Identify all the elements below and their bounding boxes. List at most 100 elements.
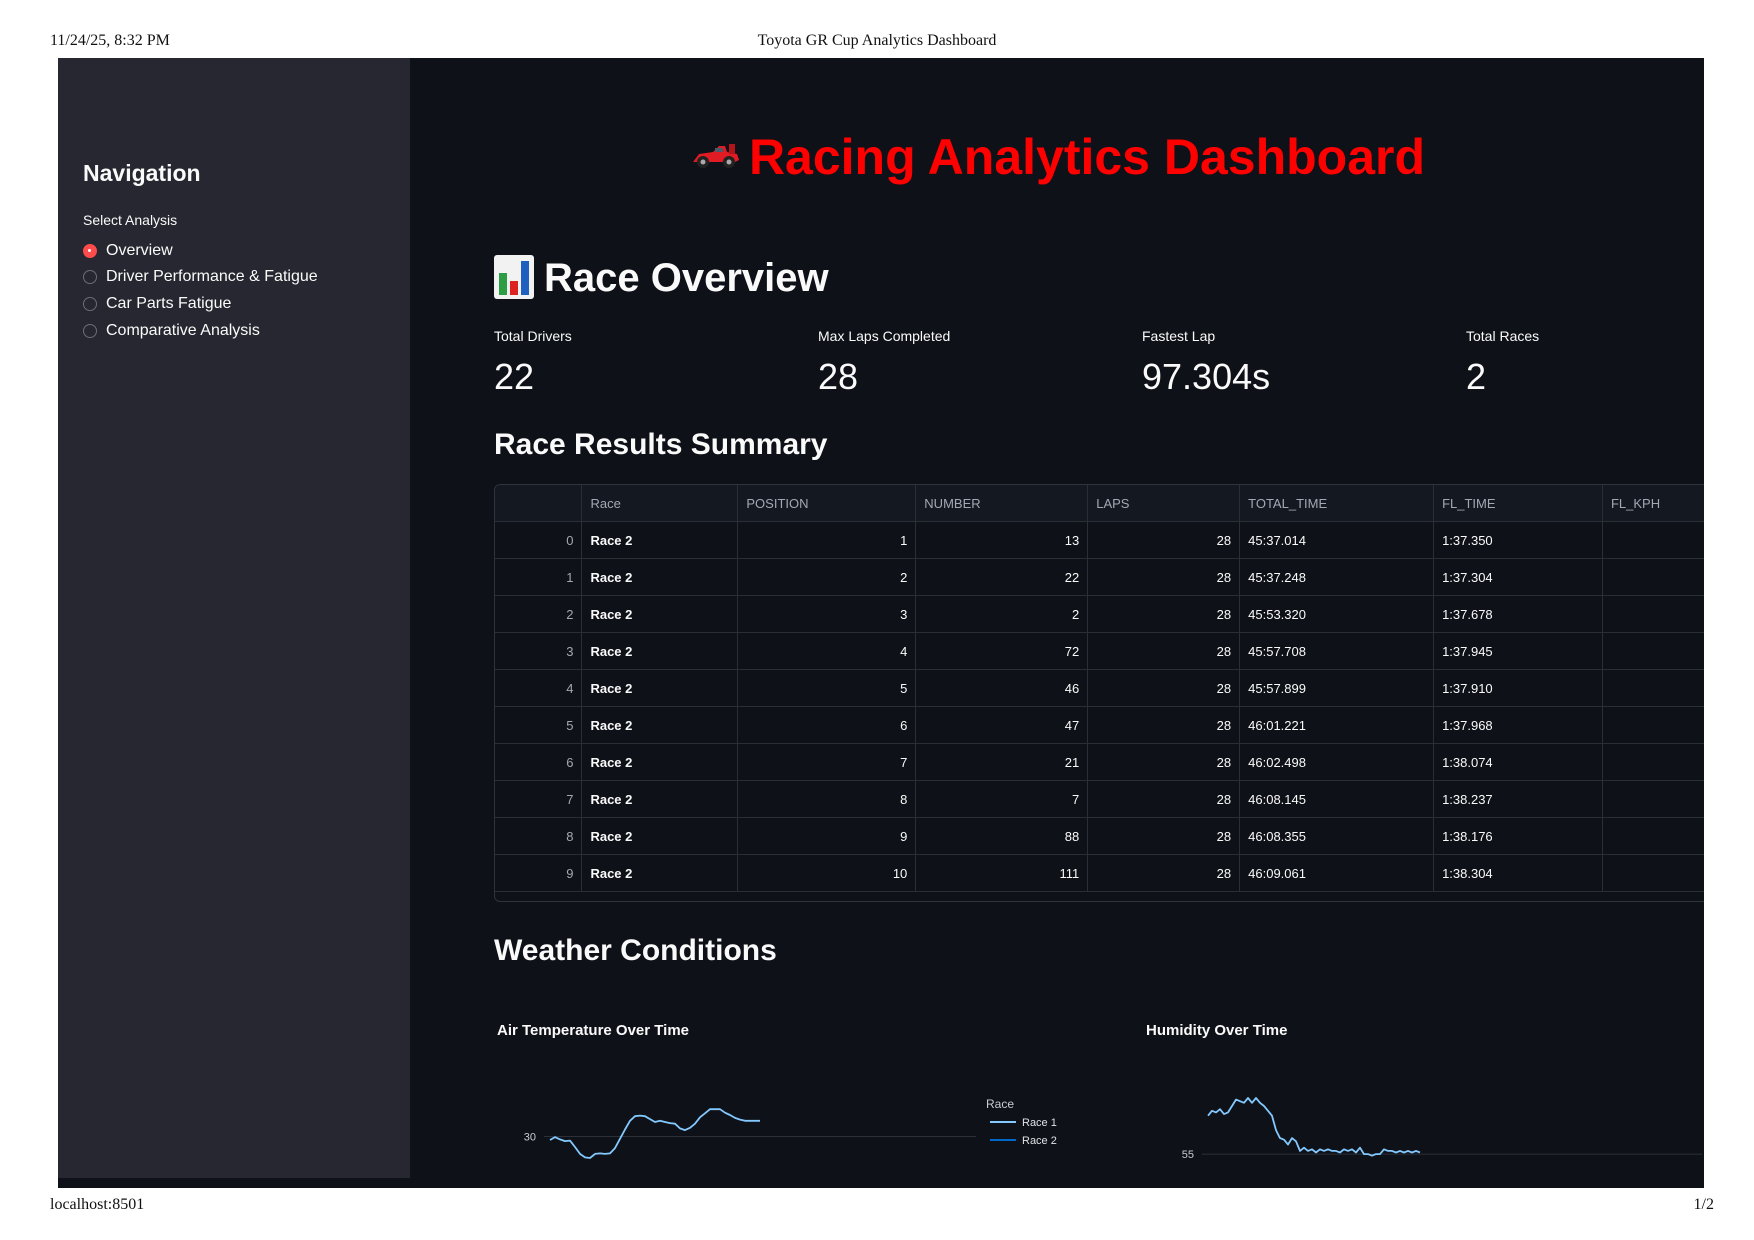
print-url: localhost:8501 [50, 1196, 145, 1213]
table-cell: 2 [737, 558, 917, 596]
table-row[interactable]: 6 Race 2 7 21 28 46:02.498 1:38.074 [495, 743, 1704, 781]
table-cell: 9 [495, 854, 583, 892]
section-title-weather: Weather Conditions [494, 934, 777, 967]
column-header[interactable] [495, 485, 583, 522]
table-cell: Race 2 [581, 817, 739, 855]
column-header[interactable]: FL_TIME [1433, 485, 1603, 522]
table-cell: 6 [737, 706, 917, 744]
table-cell: 1:37.350 [1433, 521, 1603, 559]
table-cell: 1:38.237 [1433, 780, 1603, 818]
table-cell: 10 [737, 854, 917, 892]
radio-selected-icon [83, 244, 97, 258]
table-cell: 1:37.968 [1433, 706, 1603, 744]
table-cell: 1 [495, 558, 583, 596]
column-header[interactable]: LAPS [1087, 485, 1241, 522]
radio-label: Overview [106, 242, 173, 259]
column-header[interactable]: FL_KPH [1602, 485, 1704, 522]
table-row[interactable]: 5 Race 2 6 47 28 46:01.221 1:37.968 [495, 706, 1704, 744]
metric-label: Total Drivers [494, 328, 572, 344]
table-cell: 45:37.248 [1239, 558, 1435, 596]
column-header[interactable]: POSITION [737, 485, 917, 522]
table-cell: 45:57.708 [1239, 632, 1435, 670]
table-cell: 47 [915, 706, 1089, 744]
table-cell: 28 [1087, 669, 1241, 707]
table-cell: 1:38.074 [1433, 743, 1603, 781]
table-cell [1602, 669, 1704, 707]
table-row[interactable]: 1 Race 2 2 22 28 45:37.248 1:37.304 [495, 558, 1704, 596]
table-row[interactable]: 0 Race 2 1 13 28 45:37.014 1:37.350 [495, 521, 1704, 559]
metric-label: Total Races [1466, 328, 1540, 344]
column-header[interactable]: TOTAL_TIME [1239, 485, 1435, 522]
table-cell: 28 [1087, 521, 1241, 559]
race-car-icon [689, 140, 741, 175]
page-title: Racing Analytics Dashboard [748, 129, 1426, 185]
air-temperature-chart[interactable]: 30 Race Race 1 Race 2 [494, 1078, 1064, 1188]
radio-driver-performance[interactable]: Driver Performance & Fatigue [83, 266, 318, 288]
table-cell: Race 2 [581, 780, 739, 818]
table-cell: 72 [915, 632, 1089, 670]
section-title-results: Race Results Summary [494, 428, 828, 461]
table-cell: Race 2 [581, 558, 739, 596]
table-cell [1602, 780, 1704, 818]
table-cell: 13 [915, 521, 1089, 559]
table-cell: 2 [495, 595, 583, 633]
table-cell: 46:09.061 [1239, 854, 1435, 892]
table-cell: 1:38.176 [1433, 817, 1603, 855]
table-cell [1602, 706, 1704, 744]
table-cell: 46:08.145 [1239, 780, 1435, 818]
radio-unselected-icon [83, 324, 97, 338]
table-row[interactable]: 9 Race 2 10 111 28 46:09.061 1:38.304 [495, 854, 1704, 892]
column-header[interactable]: Race [581, 485, 739, 522]
metric-value: 2 [1466, 356, 1487, 397]
radio-unselected-icon [83, 297, 97, 311]
radio-unselected-icon [83, 270, 97, 284]
table-cell [1602, 632, 1704, 670]
series-line [1207, 1097, 1421, 1157]
sidebar-title: Navigation [83, 160, 201, 186]
chart-title-air-temp: Air Temperature Over Time [497, 1022, 690, 1039]
table-header-row: Race POSITION NUMBER LAPS TOTAL_TIME FL_… [495, 485, 1704, 522]
radio-comparative[interactable]: Comparative Analysis [83, 320, 260, 342]
radio-car-parts[interactable]: Car Parts Fatigue [83, 293, 231, 315]
table-cell: Race 2 [581, 706, 739, 744]
table-row[interactable]: 4 Race 2 5 46 28 45:57.899 1:37.910 [495, 669, 1704, 707]
radio-label: Driver Performance & Fatigue [106, 268, 318, 285]
table-cell: 46:08.355 [1239, 817, 1435, 855]
table-cell: 3 [737, 595, 917, 633]
column-header[interactable]: NUMBER [915, 485, 1089, 522]
table-cell: 46:02.498 [1239, 743, 1435, 781]
table-cell: 28 [1087, 706, 1241, 744]
table-cell: 1:37.304 [1433, 558, 1603, 596]
table-cell: Race 2 [581, 854, 739, 892]
table-cell: 28 [1087, 595, 1241, 633]
legend-title: Race [986, 1097, 1014, 1111]
metric-total-races: Total Races 2 [1466, 328, 1539, 398]
table-cell: Race 2 [581, 632, 739, 670]
metric-value: 28 [818, 356, 859, 397]
radio-label: Car Parts Fatigue [106, 295, 232, 312]
hero-header: Racing Analytics Dashboard [410, 128, 1704, 186]
table-row[interactable]: 3 Race 2 4 72 28 45:57.708 1:37.945 [495, 632, 1704, 670]
table-row[interactable]: 2 Race 2 3 2 28 45:53.320 1:37.678 [495, 595, 1704, 633]
y-tick-label: 55 [1182, 1149, 1194, 1161]
table-row[interactable]: 8 Race 2 9 88 28 46:08.355 1:38.176 [495, 817, 1704, 855]
print-title: Toyota GR Cup Analytics Dashboard [757, 32, 997, 49]
table-cell: 111 [915, 854, 1089, 892]
table-cell: 46 [915, 669, 1089, 707]
table-cell: 1:38.304 [1433, 854, 1603, 892]
legend-item: Race 2 [1022, 1135, 1057, 1147]
bar-chart-icon [494, 255, 534, 304]
radio-overview[interactable]: Overview [83, 240, 173, 262]
app-window: Navigation Select Analysis Overview Driv… [58, 58, 1704, 1188]
table-cell: 0 [495, 521, 583, 559]
metric-label: Fastest Lap [1142, 328, 1216, 344]
table-cell: Race 2 [581, 743, 739, 781]
table-cell: 1:37.678 [1433, 595, 1603, 633]
table-cell: 5 [737, 669, 917, 707]
results-table[interactable]: Race POSITION NUMBER LAPS TOTAL_TIME FL_… [494, 484, 1704, 902]
table-cell: 5 [495, 706, 583, 744]
humidity-chart[interactable]: 55 [1146, 1078, 1704, 1188]
table-cell [1602, 595, 1704, 633]
table-cell: 7 [915, 780, 1089, 818]
table-row[interactable]: 7 Race 2 8 7 28 46:08.145 1:38.237 [495, 780, 1704, 818]
